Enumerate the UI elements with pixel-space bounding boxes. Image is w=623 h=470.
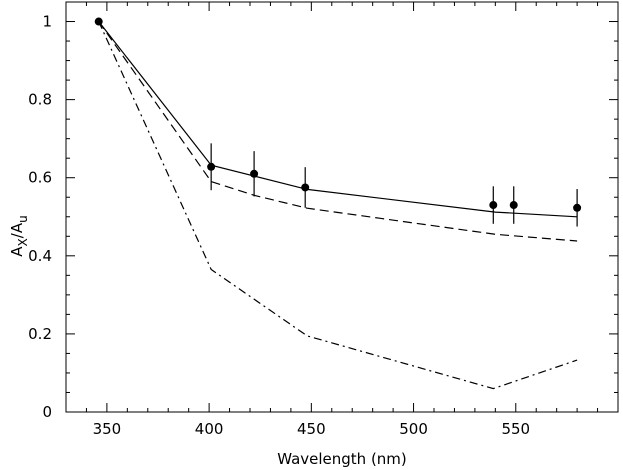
x-tick-label: 550: [501, 420, 530, 438]
x-tick-label: 400: [195, 420, 224, 438]
series-line-solid: [98, 21, 578, 218]
data-point: [301, 183, 310, 192]
data-point: [489, 201, 498, 210]
y-tick-labels: 0 0.2 0.4 0.6 0.8 1: [28, 13, 52, 421]
y-label-num-sub: X: [16, 238, 30, 246]
y-tick-label: 0: [42, 403, 52, 421]
y-label-num: A: [8, 246, 26, 257]
y-tick-label: 1: [42, 13, 52, 31]
data-point: [94, 17, 103, 26]
plot-frame: [65, 1, 619, 413]
data-point: [573, 203, 582, 212]
y-axis-label: AX/Au: [8, 215, 30, 256]
data-point: [207, 162, 216, 171]
data-point: [250, 169, 259, 178]
x-tick-labels: 350 400 450 500 550: [93, 420, 531, 438]
x-tick-label: 350: [93, 420, 122, 438]
axis-ticks: [66, 2, 618, 413]
x-tick-label: 450: [297, 420, 326, 438]
y-label-slash: /: [8, 232, 26, 238]
y-tick-label: 0.6: [28, 169, 52, 187]
series-line-dashed: [98, 21, 578, 242]
x-axis-label: Wavelength (nm): [277, 450, 407, 468]
y-label-den: A: [8, 222, 26, 233]
series-line-dashdot: [98, 21, 578, 390]
x-tick-label: 500: [399, 420, 428, 438]
y-tick-label: 0.8: [28, 91, 52, 109]
series-lines: [98, 21, 578, 390]
y-tick-label: 0.4: [28, 247, 52, 265]
y-tick-label: 0.2: [28, 325, 52, 343]
data-point: [509, 201, 518, 210]
y-label-den-sub: u: [16, 215, 30, 223]
data-points: [94, 17, 582, 227]
